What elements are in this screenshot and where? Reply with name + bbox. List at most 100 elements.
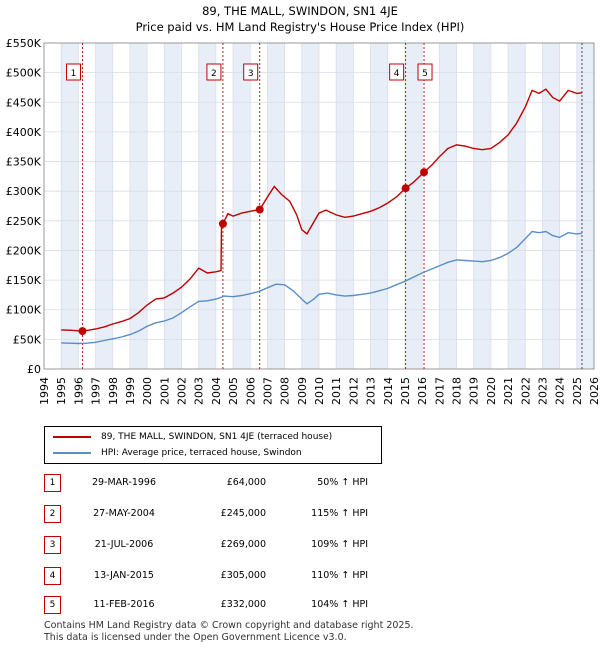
x-tick-label: 2012 xyxy=(347,377,360,405)
sale-badge: 3 xyxy=(44,536,61,554)
x-tick-label: 2007 xyxy=(261,377,274,405)
y-tick-label: £250K xyxy=(6,215,42,228)
sale-price: £269,000 xyxy=(220,539,266,550)
x-tick-label: 2014 xyxy=(382,377,395,405)
property-price-line xyxy=(61,88,583,332)
y-tick-label: £50K xyxy=(13,333,42,346)
x-tick-label: 2017 xyxy=(433,377,446,405)
sale-badge: 1 xyxy=(44,474,61,492)
x-tick-label: 1995 xyxy=(55,377,68,405)
sale-badge: 2 xyxy=(44,505,61,523)
plot-frame xyxy=(43,42,595,370)
footer-licence: This data is licensed under the Open Gov… xyxy=(44,632,347,643)
sale-badge: 5 xyxy=(44,596,61,614)
sale-row: 3 21-JUL-2006 £269,000 109% ↑ HPI xyxy=(44,536,384,554)
y-tick-label: £100K xyxy=(6,304,42,317)
y-tick-label: £350K xyxy=(6,156,42,169)
x-tick-label: 2019 xyxy=(468,377,481,405)
y-tick-label: £200K xyxy=(6,244,42,257)
year-band xyxy=(61,43,79,369)
year-band xyxy=(404,43,423,369)
year-band xyxy=(233,43,251,369)
y-tick-label: £450K xyxy=(6,96,42,109)
y-tick-label: £150K xyxy=(6,274,42,287)
x-tick-label: 2015 xyxy=(399,377,412,405)
x-tick-label: 2004 xyxy=(210,377,223,405)
sale-badge: 4 xyxy=(44,567,61,585)
legend: 89, THE MALL, SWINDON, SN1 4JE (terraced… xyxy=(44,426,382,464)
x-tick-label: 2026 xyxy=(588,377,600,405)
sale-point xyxy=(218,219,227,228)
sale-date: 27-MAY-2004 xyxy=(93,508,155,519)
x-tick-label: 2011 xyxy=(330,377,343,405)
x-tick-label: 2005 xyxy=(227,377,240,405)
x-tick-label: 2009 xyxy=(296,377,309,405)
sale-point xyxy=(420,168,429,177)
year-band xyxy=(129,43,148,369)
chart-subtitle: Price paid vs. HM Land Registry's House … xyxy=(135,20,465,34)
sale-point xyxy=(401,184,410,193)
x-tick-label: 2006 xyxy=(244,377,257,405)
x-tick-label: 2023 xyxy=(536,377,549,405)
x-tick-label: 2008 xyxy=(279,377,292,405)
sale-label-box xyxy=(243,63,259,81)
x-tick-label: 2016 xyxy=(416,377,429,405)
y-tick-label: £0 xyxy=(27,363,41,376)
x-tick-label: 2002 xyxy=(176,377,189,405)
year-band xyxy=(370,43,388,369)
x-tick-label: 1998 xyxy=(107,377,120,405)
legend-label-property: 89, THE MALL, SWINDON, SN1 4JE (terraced… xyxy=(101,432,333,442)
hpi-line xyxy=(61,230,583,345)
sale-price: £245,000 xyxy=(220,508,266,519)
sale-row: 1 29-MAR-1996 £64,000 50% ↑ HPI xyxy=(44,474,384,492)
year-band xyxy=(301,43,319,369)
footer: Contains HM Land Registry data © Crown c… xyxy=(44,620,414,644)
sale-price: £305,000 xyxy=(220,570,266,581)
x-tick-label: 2020 xyxy=(485,377,498,405)
sale-label-box xyxy=(417,63,433,81)
legend-label-hpi: HPI: Average price, terraced house, Swin… xyxy=(101,448,302,458)
year-band xyxy=(267,43,285,369)
legend-item-property: 89, THE MALL, SWINDON, SN1 4JE (terraced… xyxy=(53,429,332,445)
x-tick-label: 2018 xyxy=(451,377,464,405)
legend-item-hpi: HPI: Average price, terraced house, Swin… xyxy=(53,445,302,461)
x-tick-label: 1999 xyxy=(124,377,137,405)
year-band xyxy=(439,43,457,369)
x-tick-label: 2024 xyxy=(554,377,567,405)
sale-label-box xyxy=(206,63,222,81)
sale-hpi-change: 104% ↑ HPI xyxy=(311,599,368,610)
x-tick-label: 2001 xyxy=(158,377,171,405)
year-band xyxy=(336,43,354,369)
x-tick-label: 2003 xyxy=(193,377,206,405)
sale-label-box xyxy=(66,63,81,81)
sale-hpi-change: 50% ↑ HPI xyxy=(317,477,368,488)
year-band xyxy=(542,43,560,369)
x-tick-label: 2013 xyxy=(365,377,378,405)
sale-label: 4 xyxy=(394,69,400,79)
sale-label-box xyxy=(389,63,405,81)
y-tick-label: £300K xyxy=(6,185,42,198)
x-tick-label: 2010 xyxy=(313,377,326,405)
x-tick-label: 2021 xyxy=(502,377,515,405)
x-tick-label: 1997 xyxy=(90,377,103,405)
legend-swatch-hpi xyxy=(53,451,91,454)
sale-label: 2 xyxy=(211,69,217,79)
sale-date: 29-MAR-1996 xyxy=(91,477,157,488)
footer-copyright: Contains HM Land Registry data © Crown c… xyxy=(44,620,414,631)
chart: 1 2 3 4 5 £0 £50K £100K £150K £200K £250K £300K £350… xyxy=(6,37,600,405)
sale-hpi-change: 110% ↑ HPI xyxy=(311,570,368,581)
y-tick-label: £400K xyxy=(6,126,42,139)
sale-label: 1 xyxy=(71,69,77,79)
sale-hpi-change: 109% ↑ HPI xyxy=(311,539,368,550)
sale-row: 4 13-JAN-2015 £305,000 110% ↑ HPI xyxy=(44,567,384,585)
year-band xyxy=(164,43,182,369)
x-tick-label: 2000 xyxy=(141,377,154,405)
sale-date: 13-JAN-2015 xyxy=(94,570,154,581)
year-band xyxy=(473,43,491,369)
year-band xyxy=(95,43,113,369)
sale-price: £64,000 xyxy=(226,477,266,488)
y-tick-label: £500K xyxy=(6,67,42,80)
sale-label: 3 xyxy=(248,69,254,79)
year-band xyxy=(198,43,216,369)
sale-date: 11-FEB-2016 xyxy=(93,599,155,610)
